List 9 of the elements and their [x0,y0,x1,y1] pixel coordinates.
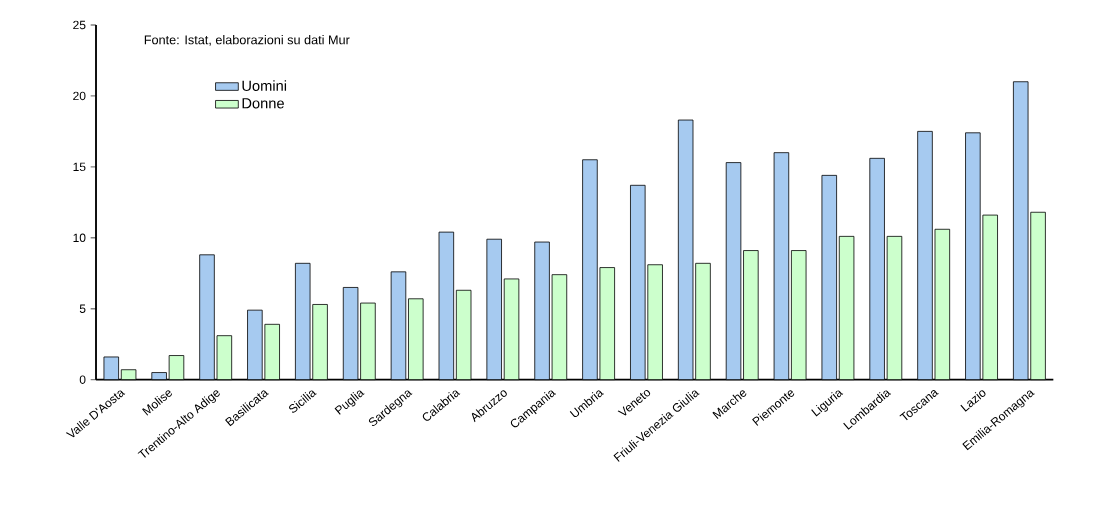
y-tick-label: 0 [79,375,86,384]
legend-label: Donne [242,98,284,109]
y-tick-label: 15 [73,162,86,172]
legend-label: Uomini [242,80,287,92]
y-tick-label: 10 [73,233,86,243]
y-tick-label: 20 [73,91,86,101]
y-tick-label: 5 [79,304,86,313]
annotation: Fonte: Istat, elaborazioni su dati Mur [144,35,350,46]
y-tick-label: 25 [73,20,86,30]
